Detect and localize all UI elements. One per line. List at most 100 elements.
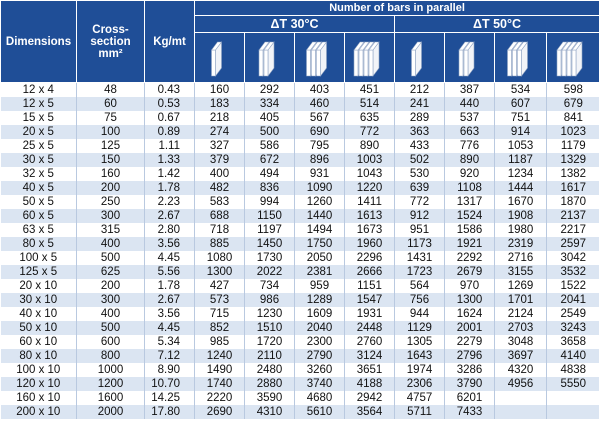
current-value-cell: 387 [444,82,495,97]
kg-per-mt-cell: 8.90 [144,363,195,377]
dimension-cell: 63 x 5 [0,223,77,237]
dimension-cell: 30 x 10 [0,293,77,307]
current-value-cell: 1723 [394,265,445,279]
cross-section-cell: 160 [76,167,145,181]
current-value-cell: 586 [244,139,295,153]
current-value-cell: 1613 [344,209,395,223]
current-value-cell: 212 [394,82,445,97]
table-row: 100 x 10 1000 8.90 1490 2480 3260 3651 1974 3286… [0,363,599,377]
cross-section-cell: 315 [76,223,145,237]
current-value-cell: 292 [244,82,295,97]
current-value-cell: 986 [244,293,295,307]
table-row: 80 x 10 800 7.12 1240 2110 2790 3124 1643 2796 36… [0,349,599,363]
current-value-cell: 679 [545,97,599,111]
current-value-cell: 5550 [545,377,599,391]
current-value-cell: 2679 [444,265,495,279]
table-row: 30 x 10 300 2.67 573 986 1289 1547 756 1300 1701 2… [0,293,599,307]
dimensions-header: Dimensions [0,0,77,83]
kg-per-mt-cell: 1.11 [144,139,195,153]
current-value-cell: 2217 [545,223,599,237]
current-value-cell: 3155 [494,265,547,279]
current-value-cell: 1269 [494,279,547,293]
current-value-cell: 2716 [494,251,547,265]
cross-section-cell: 300 [76,293,145,307]
dimension-cell: 40 x 5 [0,181,77,195]
three-bars-icon [294,32,345,83]
current-value-cell: 1179 [545,139,599,153]
current-value-cell: 573 [194,293,245,307]
current-value-cell: 688 [194,209,245,223]
current-value-cell: 994 [244,195,295,209]
current-value-cell: 2381 [294,265,345,279]
current-value-cell: 289 [394,111,445,125]
current-value-cell: 7433 [444,405,495,419]
current-value-cell: 1382 [545,167,599,181]
dimension-cell: 50 x 5 [0,195,77,209]
current-value-cell: 1080 [194,251,245,265]
current-value-cell: 460 [294,97,345,111]
current-value-cell: 734 [244,279,295,293]
current-value-cell: 1921 [444,237,495,251]
dimension-cell: 120 x 10 [0,377,77,391]
current-value-cell: 327 [194,139,245,153]
kg-per-mt-cell: 7.12 [144,349,195,363]
kg-per-mt-cell: 0.67 [144,111,195,125]
dimension-cell: 160 x 10 [0,391,77,405]
current-value-cell: 2549 [545,307,599,321]
current-value-cell: 718 [194,223,245,237]
table-row: 60 x 5 300 2.67 688 1150 1440 1613 912 1524 1908 2… [0,209,599,223]
current-value-cell: 514 [344,97,395,111]
current-value-cell: 1547 [344,293,395,307]
current-value-cell: 567 [294,111,345,125]
current-value-cell: 890 [344,139,395,153]
dimension-cell: 30 x 5 [0,153,77,167]
current-value-cell: 3790 [444,377,495,391]
current-value-cell: 1908 [494,209,547,223]
current-value-cell: 5610 [294,405,345,419]
current-value-cell: 241 [394,97,445,111]
current-value-cell: 672 [244,153,295,167]
cross-section-cell: 100 [76,125,145,139]
current-value-cell: 2796 [444,349,495,363]
table-row: 60 x 10 600 5.34 985 1720 2300 2760 1305 2279 304… [0,335,599,349]
current-value-cell: 564 [394,279,445,293]
current-value-cell: 1720 [244,335,295,349]
current-value-cell: 1673 [344,223,395,237]
current-value-cell: 2880 [244,377,295,391]
current-value-cell: 2597 [545,237,599,251]
dimension-cell: 100 x 10 [0,363,77,377]
cross-section-cell: 400 [76,307,145,321]
current-value-cell: 756 [394,293,445,307]
current-value-cell: 405 [244,111,295,125]
current-value-cell: 3124 [344,349,395,363]
current-value-cell: 1053 [494,139,547,153]
current-value-cell: 2480 [244,363,295,377]
current-value-cell: 2300 [294,335,345,349]
current-value-cell: 1411 [344,195,395,209]
current-value-cell: 379 [194,153,245,167]
current-value-cell: 715 [194,307,245,321]
current-value-cell: 3658 [545,335,599,349]
table-row: 12 x 5 60 0.53 183 334 460 514 241 440 607 679 [0,97,599,111]
table-row: 15 x 5 75 0.67 218 405 567 635 289 537 751 841 [0,111,599,125]
current-value-cell: 3260 [294,363,345,377]
current-value-cell: 912 [394,209,445,223]
table-row: 125 x 5 625 5.56 1300 2022 2381 2666 1723 2679 31… [0,265,599,279]
cross-section-cell: 60 [76,97,145,111]
current-value-cell: 1490 [194,363,245,377]
current-value-cell: 985 [194,335,245,349]
current-value-cell: 776 [444,139,495,153]
current-value-cell: 1670 [494,195,547,209]
current-value-cell: 2110 [244,349,295,363]
current-value-cell: 2690 [194,405,245,419]
dimension-cell: 32 x 5 [0,167,77,181]
current-value-cell: 1329 [545,153,599,167]
current-value-cell: 852 [194,321,245,335]
table-row: 80 x 5 400 3.56 885 1450 1750 1960 1173 1921 2319… [0,237,599,251]
current-value-cell: 160 [194,82,245,97]
table-row: 50 x 5 250 2.23 583 994 1260 1411 772 1317 1670 18… [0,195,599,209]
current-value-cell: 598 [545,82,599,97]
current-value-cell: 530 [394,167,445,181]
current-value-cell: 885 [194,237,245,251]
current-value-cell: 1240 [194,349,245,363]
